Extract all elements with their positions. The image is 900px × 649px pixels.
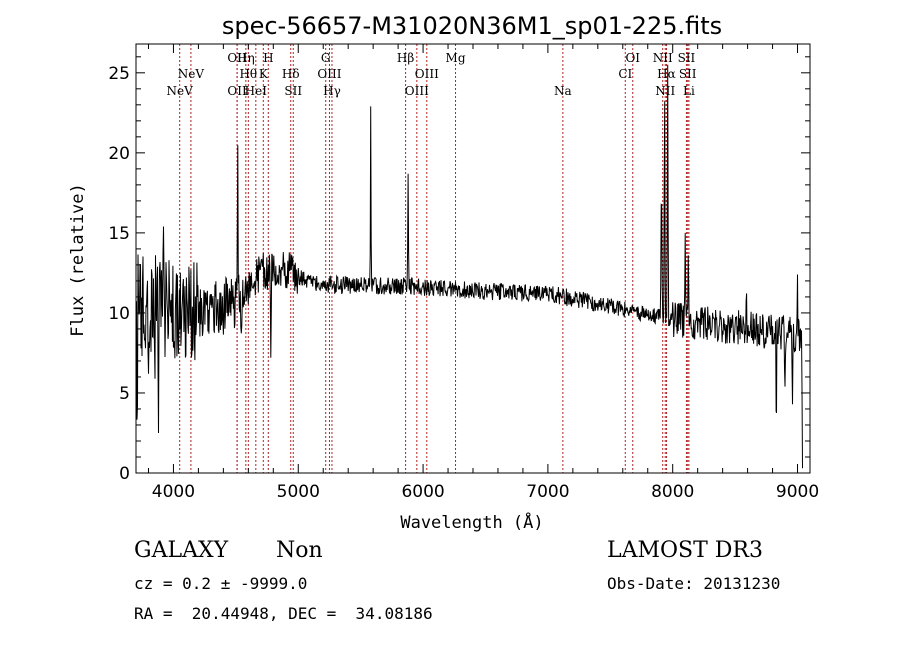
y-tick-label: 25 bbox=[108, 64, 130, 84]
line-label: Hδ bbox=[282, 67, 300, 81]
line-label: Hη bbox=[237, 51, 255, 65]
line-label: OIII bbox=[415, 67, 439, 81]
x-tick-label: 8000 bbox=[651, 482, 694, 502]
line-label: Li bbox=[683, 84, 695, 98]
x-tick-label: 6000 bbox=[401, 482, 444, 502]
y-tick-label: 10 bbox=[108, 304, 130, 324]
line-label: NeV bbox=[167, 84, 194, 98]
emission-lines-layer bbox=[179, 44, 690, 473]
line-label: H bbox=[263, 51, 273, 65]
spectrum-layer bbox=[135, 64, 803, 469]
line-label: Hα bbox=[657, 67, 676, 81]
line-label: OII bbox=[227, 51, 247, 65]
x-axis-label: Wavelength (Å) bbox=[400, 511, 543, 533]
line-label: NeV bbox=[178, 67, 205, 81]
y-tick-label: 20 bbox=[108, 144, 130, 164]
line-label: OIII bbox=[317, 67, 341, 81]
line-label: OI bbox=[625, 51, 640, 65]
line-label: OIII bbox=[405, 84, 429, 98]
axis-ticks-layer: 4000 5000 6000 7000 8000 9000 0 5 10 15 20 25 bbox=[108, 44, 819, 502]
line-label: Hβ bbox=[397, 51, 414, 65]
line-label: K bbox=[259, 67, 269, 81]
line-label: SII bbox=[679, 67, 697, 81]
line-label: OII bbox=[227, 84, 247, 98]
line-label: SII bbox=[284, 84, 302, 98]
line-label: HeI bbox=[245, 84, 268, 98]
spectrum-line bbox=[135, 64, 803, 469]
line-label: NII bbox=[653, 51, 673, 65]
survey-name: LAMOST DR3 bbox=[607, 538, 763, 563]
x-tick-label: 7000 bbox=[526, 482, 569, 502]
x-tick-label: 4000 bbox=[152, 482, 195, 502]
coordinates-readout: RA = 20.44948, DEC = 34.08186 bbox=[134, 604, 433, 623]
line-label: CI bbox=[618, 67, 632, 81]
line-label: SII bbox=[678, 51, 696, 65]
line-label: NII bbox=[655, 84, 675, 98]
x-tick-label: 5000 bbox=[277, 482, 320, 502]
line-label: G bbox=[321, 51, 331, 65]
object-subclass: Non bbox=[276, 538, 323, 563]
line-labels-layer: NeVNeVOIIOIIHηHθHeIKHHδSIIGOIIIHγHβOIIIO… bbox=[167, 51, 697, 98]
line-label: Hγ bbox=[323, 84, 341, 98]
y-axis-label: Flux (relative) bbox=[68, 183, 88, 337]
line-label: Na bbox=[554, 84, 572, 98]
line-label: Hθ bbox=[239, 67, 257, 81]
y-tick-label: 5 bbox=[119, 384, 130, 404]
observation-date: Obs-Date: 20131230 bbox=[607, 574, 781, 593]
chart-title: spec-56657-M31020N36M1_sp01-225.fits bbox=[222, 12, 722, 40]
x-tick-label: 9000 bbox=[776, 482, 819, 502]
redshift-readout: cz = 0.2 ± -9999.0 bbox=[134, 574, 308, 593]
object-class: GALAXY bbox=[134, 538, 229, 563]
y-tick-label: 15 bbox=[108, 224, 130, 244]
y-tick-label: 0 bbox=[119, 464, 130, 484]
line-label: Mg bbox=[446, 51, 466, 65]
